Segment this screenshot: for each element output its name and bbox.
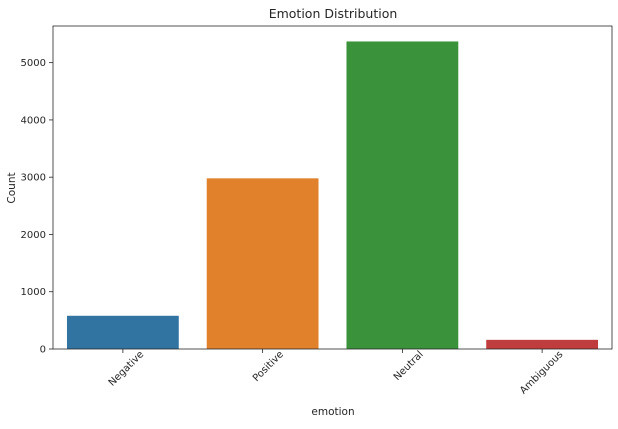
y-tick-label: 1000 [21,287,46,298]
chart-title: Emotion Distribution [269,6,398,21]
bar-negative [66,315,179,349]
y-axis-label: Count [6,172,18,203]
plot-frame [52,25,613,350]
x-tick-label: Negative [107,349,147,389]
y-tick-label: 2000 [21,230,46,241]
plot-area: Negative Positive Neutral Ambiguous 0 1000 200… [21,25,613,397]
bar-neutral [346,41,459,350]
y-tick-label: 3000 [21,173,46,184]
x-tick-label: Neutral [392,349,426,383]
bar-positive [206,178,319,349]
x-tick-label: Positive [251,349,286,384]
bar-ambiguous [486,339,599,349]
x-tick-label: Ambiguous [518,349,565,396]
y-tick-label: 0 [40,345,46,356]
y-tick-label: 4000 [21,115,46,126]
x-axis-label: emotion [311,406,354,418]
y-tick-label: 5000 [21,58,46,69]
